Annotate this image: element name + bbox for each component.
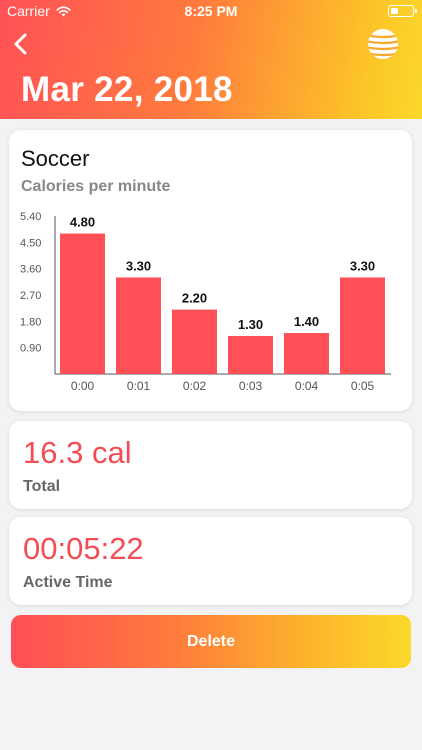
x-tick-label: 0:03 bbox=[239, 379, 263, 393]
activity-name: Soccer bbox=[21, 146, 90, 171]
chart-bar bbox=[340, 277, 385, 374]
chart-bar bbox=[284, 333, 329, 374]
globe-button[interactable] bbox=[366, 27, 400, 61]
bar-value-label: 1.30 bbox=[238, 317, 263, 332]
calories-bar-chart: 0.90 1.80 2.70 3.60 4.50 5.40 4.80 0:00 3.30 0:01… bbox=[20, 211, 391, 393]
x-tick-label: 0:05 bbox=[351, 379, 375, 393]
wifi-icon bbox=[56, 6, 71, 16]
chart-subtitle: Calories per minute bbox=[21, 178, 171, 195]
total-calories-label: Total bbox=[23, 478, 61, 495]
status-time: 8:25 PM bbox=[184, 3, 238, 19]
x-tick-label: 0:00 bbox=[71, 379, 95, 393]
chart-card: Soccer Calories per minute 0.90 1.80 2.70 3… bbox=[9, 130, 412, 411]
bar-value-label: 3.30 bbox=[350, 258, 375, 273]
y-tick-label: 2.70 bbox=[20, 290, 41, 302]
globe-icon bbox=[368, 29, 398, 59]
chart-bar bbox=[60, 233, 105, 374]
y-tick-label: 1.80 bbox=[20, 316, 41, 328]
bar-value-label: 2.20 bbox=[182, 291, 207, 306]
y-tick-label: 4.50 bbox=[20, 237, 41, 249]
x-tick-label: 0:01 bbox=[127, 379, 151, 393]
chart-bar bbox=[228, 335, 273, 374]
active-time-label: Active Time bbox=[23, 574, 113, 591]
y-tick-label: 3.60 bbox=[20, 264, 41, 276]
bar-value-label: 4.80 bbox=[70, 215, 95, 230]
chart-bar bbox=[116, 277, 161, 374]
chart-bar bbox=[172, 309, 217, 374]
total-calories-value: 16.3 cal bbox=[23, 435, 132, 470]
y-tick-label: 5.40 bbox=[20, 211, 41, 223]
x-tick-label: 0:04 bbox=[295, 379, 319, 393]
page-title: Mar 22, 2018 bbox=[21, 70, 233, 109]
header: Carrier 8:25 PM bbox=[0, 0, 422, 119]
total-calories-card: 16.3 cal Total bbox=[9, 421, 412, 509]
active-time-card: 00:05:22 Active Time bbox=[9, 517, 412, 605]
delete-button[interactable]: Delete bbox=[11, 615, 411, 668]
chevron-left-icon bbox=[14, 33, 27, 55]
carrier-info: Carrier bbox=[7, 3, 71, 19]
carrier-label: Carrier bbox=[7, 3, 50, 19]
bar-value-label: 3.30 bbox=[126, 258, 151, 273]
back-button[interactable] bbox=[10, 30, 34, 58]
y-tick-label: 0.90 bbox=[20, 343, 41, 355]
x-tick-label: 0:02 bbox=[183, 379, 207, 393]
status-bar: Carrier 8:25 PM bbox=[0, 0, 422, 22]
battery-icon bbox=[388, 5, 417, 17]
active-time-value: 00:05:22 bbox=[23, 531, 144, 566]
bar-value-label: 1.40 bbox=[294, 314, 319, 329]
